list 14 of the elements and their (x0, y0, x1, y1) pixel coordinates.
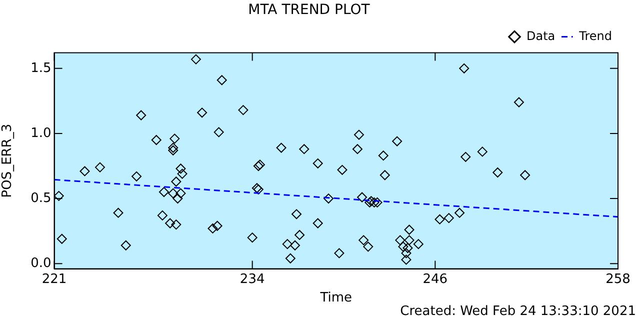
y-tick-label: 0.5 (30, 190, 52, 206)
chart-title: MTA TREND PLOT (248, 2, 370, 18)
y-tick-label: 1.0 (30, 126, 52, 141)
y-tick-label: 0.0 (30, 256, 52, 271)
x-tick-label: 221 (42, 272, 67, 287)
x-axis-title: Time (319, 290, 352, 306)
x-tick-label: 246 (422, 272, 448, 287)
y-axis-title: POS_ERR_3 (0, 124, 16, 198)
x-tick-label: 258 (606, 272, 630, 287)
legend-label: Trend (578, 28, 612, 43)
legend-label: Data (526, 28, 556, 43)
x-tick-label: 234 (240, 272, 265, 287)
text: Created: Wed Feb 24 13:33:10 2021 (400, 304, 636, 319)
y-tick-label: 1.5 (30, 60, 52, 76)
